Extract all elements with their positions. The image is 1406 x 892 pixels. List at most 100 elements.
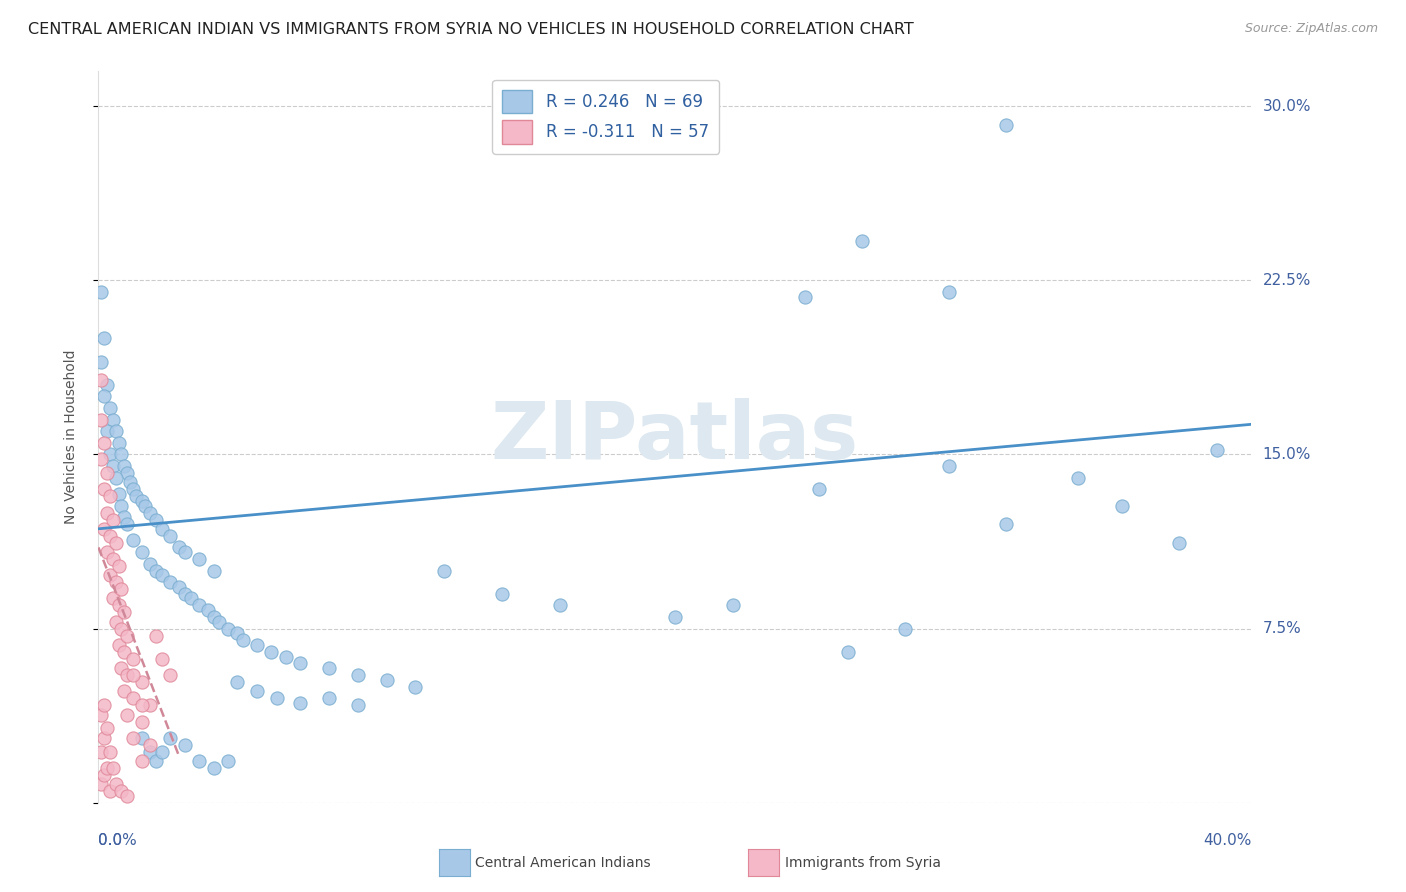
Point [174,738,197,752]
Point [101,512,124,526]
Point [131,714,153,729]
Point [122,533,145,548]
Point [122,691,145,706]
Point [107,487,129,501]
Point [96,722,118,736]
Y-axis label: No Vehicles in Household: No Vehicles in Household [63,350,77,524]
Point [837,645,859,659]
Point [122,652,145,666]
Point [107,558,129,573]
Point [93,331,115,345]
Text: Immigrants from Syria: Immigrants from Syria [785,855,941,870]
Point [145,629,167,643]
Text: 15.0%: 15.0% [1263,447,1310,462]
Point [93,522,115,536]
Point [721,599,744,613]
Point [104,575,127,590]
Point [117,517,138,532]
Point [112,684,135,698]
Point [98,489,121,503]
Point [93,389,115,403]
Point [274,649,297,664]
Point [110,784,132,798]
Text: Source: ZipAtlas.com: Source: ZipAtlas.com [1244,22,1378,36]
Point [202,564,225,578]
Point [110,661,132,675]
Point [104,471,127,485]
Text: 30.0%: 30.0% [1263,99,1310,113]
Point [101,591,124,606]
Legend: R = 0.246   N = 69, R = -0.311   N = 57: R = 0.246 N = 69, R = -0.311 N = 57 [492,79,718,153]
Point [96,506,118,520]
Point [131,754,153,768]
Point [112,606,135,620]
Point [117,629,138,643]
Point [122,483,145,497]
Point [246,638,269,652]
Point [139,506,162,520]
Point [112,459,135,474]
Point [150,745,173,759]
Point [96,424,118,438]
Point [346,698,368,713]
Point [150,522,173,536]
Point [98,568,121,582]
Point [491,587,513,601]
Point [112,645,135,659]
Point [433,564,456,578]
Point [188,552,211,566]
Point [167,580,190,594]
Point [1205,442,1227,457]
Point [159,529,181,543]
Point [139,698,162,713]
Point [101,552,124,566]
Point [318,691,340,706]
Point [104,424,127,438]
Point [188,754,211,768]
Point [112,510,135,524]
Point [125,489,148,503]
Point [96,466,118,480]
Point [139,557,162,571]
Point [851,234,873,248]
Point [145,564,167,578]
Text: 0.0: 0.0 [98,833,122,848]
Point [159,668,181,682]
Point [150,652,173,666]
Point [93,768,115,782]
Point [107,599,129,613]
Text: 0.0%: 0.0% [98,833,138,848]
Text: Central American Indians: Central American Indians [475,855,651,870]
Point [131,698,153,713]
Point [90,412,112,426]
Text: 40.0%: 40.0% [1204,833,1251,848]
Point [104,777,127,791]
Point [131,545,153,559]
Point [98,529,121,543]
Point [93,731,115,745]
Point [995,118,1018,132]
Point [107,436,129,450]
Text: 22.5%: 22.5% [1263,273,1310,288]
Point [101,761,124,775]
Point [93,436,115,450]
Point [104,535,127,549]
Point [208,615,231,629]
Point [159,731,181,745]
Point [117,668,138,682]
Point [107,638,129,652]
Point [225,675,247,690]
Point [117,789,138,803]
Point [110,499,132,513]
Point [197,603,219,617]
Point [90,373,112,387]
Point [117,707,138,722]
Point [894,622,917,636]
Point [131,675,153,690]
Point [131,494,153,508]
Point [1067,471,1090,485]
Point [202,610,225,624]
Point [90,452,112,467]
Point [90,745,112,759]
Point [139,738,162,752]
